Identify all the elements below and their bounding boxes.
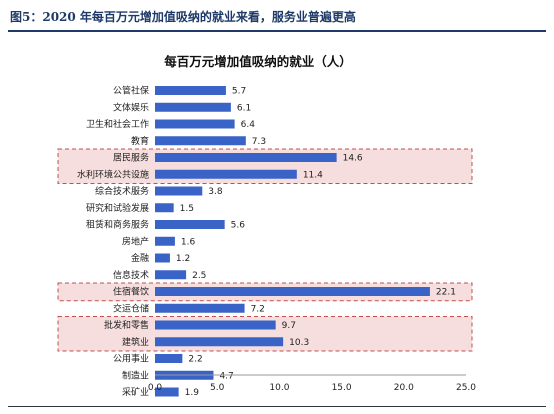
- value-label: 2.5: [192, 271, 206, 281]
- value-label: 14.6: [343, 154, 363, 164]
- category-label: 租赁和商务服务: [86, 219, 149, 231]
- bar: [155, 220, 225, 229]
- bar: [155, 136, 246, 146]
- category-label: 批发和零售: [104, 319, 149, 331]
- bar: [155, 119, 235, 129]
- category-label: 采矿业: [122, 386, 149, 398]
- value-label: 1.2: [176, 254, 190, 264]
- category-label: 建筑业: [122, 336, 149, 348]
- value-label: 1.6: [181, 237, 196, 247]
- category-label: 文体娱乐: [113, 101, 149, 113]
- bar: [155, 253, 170, 263]
- bar: [155, 236, 175, 246]
- value-label: 2.2: [188, 355, 202, 365]
- bar: [155, 320, 276, 330]
- value-label: 5.7: [232, 87, 246, 97]
- category-label: 住宿餐饮: [113, 286, 149, 298]
- category-label: 房地产: [122, 235, 149, 247]
- category-label: 综合技术服务: [95, 185, 149, 197]
- category-label: 研究和试验发展: [86, 202, 149, 214]
- title-rule: [8, 30, 546, 32]
- value-label: 7.3: [252, 137, 266, 147]
- category-label: 公用事业: [113, 353, 149, 365]
- bar: [155, 287, 430, 296]
- category-label: 居民服务: [113, 152, 149, 164]
- x-tick-label: 15.0: [332, 383, 352, 393]
- bottom-rule: [8, 406, 546, 407]
- bar: [155, 337, 284, 347]
- category-label: 水利环境公共设施: [77, 168, 149, 180]
- bar: [155, 102, 231, 112]
- value-label: 3.8: [208, 187, 223, 197]
- value-label: 5.6: [231, 221, 246, 231]
- bar: [155, 169, 297, 179]
- category-label: 交运仓储: [113, 302, 149, 314]
- x-tick-label: 25.0: [456, 383, 476, 393]
- figure-title: 图5：2020 年每百万元增加值吸纳的就业来看，服务业普遍更高: [10, 10, 356, 24]
- bar: [155, 270, 187, 280]
- value-label: 10.3: [289, 338, 309, 348]
- value-label: 6.4: [241, 120, 256, 130]
- bar: [155, 203, 174, 213]
- value-label: 1.5: [180, 204, 194, 214]
- category-label: 金融: [131, 252, 149, 264]
- bar: [155, 186, 203, 196]
- bar: [155, 153, 337, 162]
- value-label: 4.7: [219, 371, 233, 381]
- chart-title: 每百万元增加值吸纳的就业（人）: [164, 54, 352, 69]
- x-tick-label: 0.0: [148, 383, 163, 393]
- value-label: 22.1: [436, 288, 456, 298]
- category-label: 公管社保: [113, 85, 149, 97]
- category-label: 卫生和社会工作: [86, 118, 149, 130]
- x-tick-label: 10.0: [269, 383, 289, 393]
- value-label: 11.4: [303, 170, 323, 180]
- category-label: 信息技术: [113, 269, 149, 281]
- x-tick-label: 20.0: [394, 383, 414, 393]
- bar: [155, 303, 245, 313]
- value-label: 6.1: [237, 103, 251, 113]
- value-label: 9.7: [282, 321, 296, 331]
- category-label: 制造业: [122, 369, 149, 381]
- bar: [155, 387, 179, 397]
- bar: [155, 86, 226, 95]
- x-tick-label: 5.0: [210, 383, 225, 393]
- value-label: 1.9: [185, 388, 200, 398]
- value-label: 7.2: [251, 304, 265, 314]
- bar: [155, 354, 183, 363]
- category-label: 教育: [131, 135, 149, 147]
